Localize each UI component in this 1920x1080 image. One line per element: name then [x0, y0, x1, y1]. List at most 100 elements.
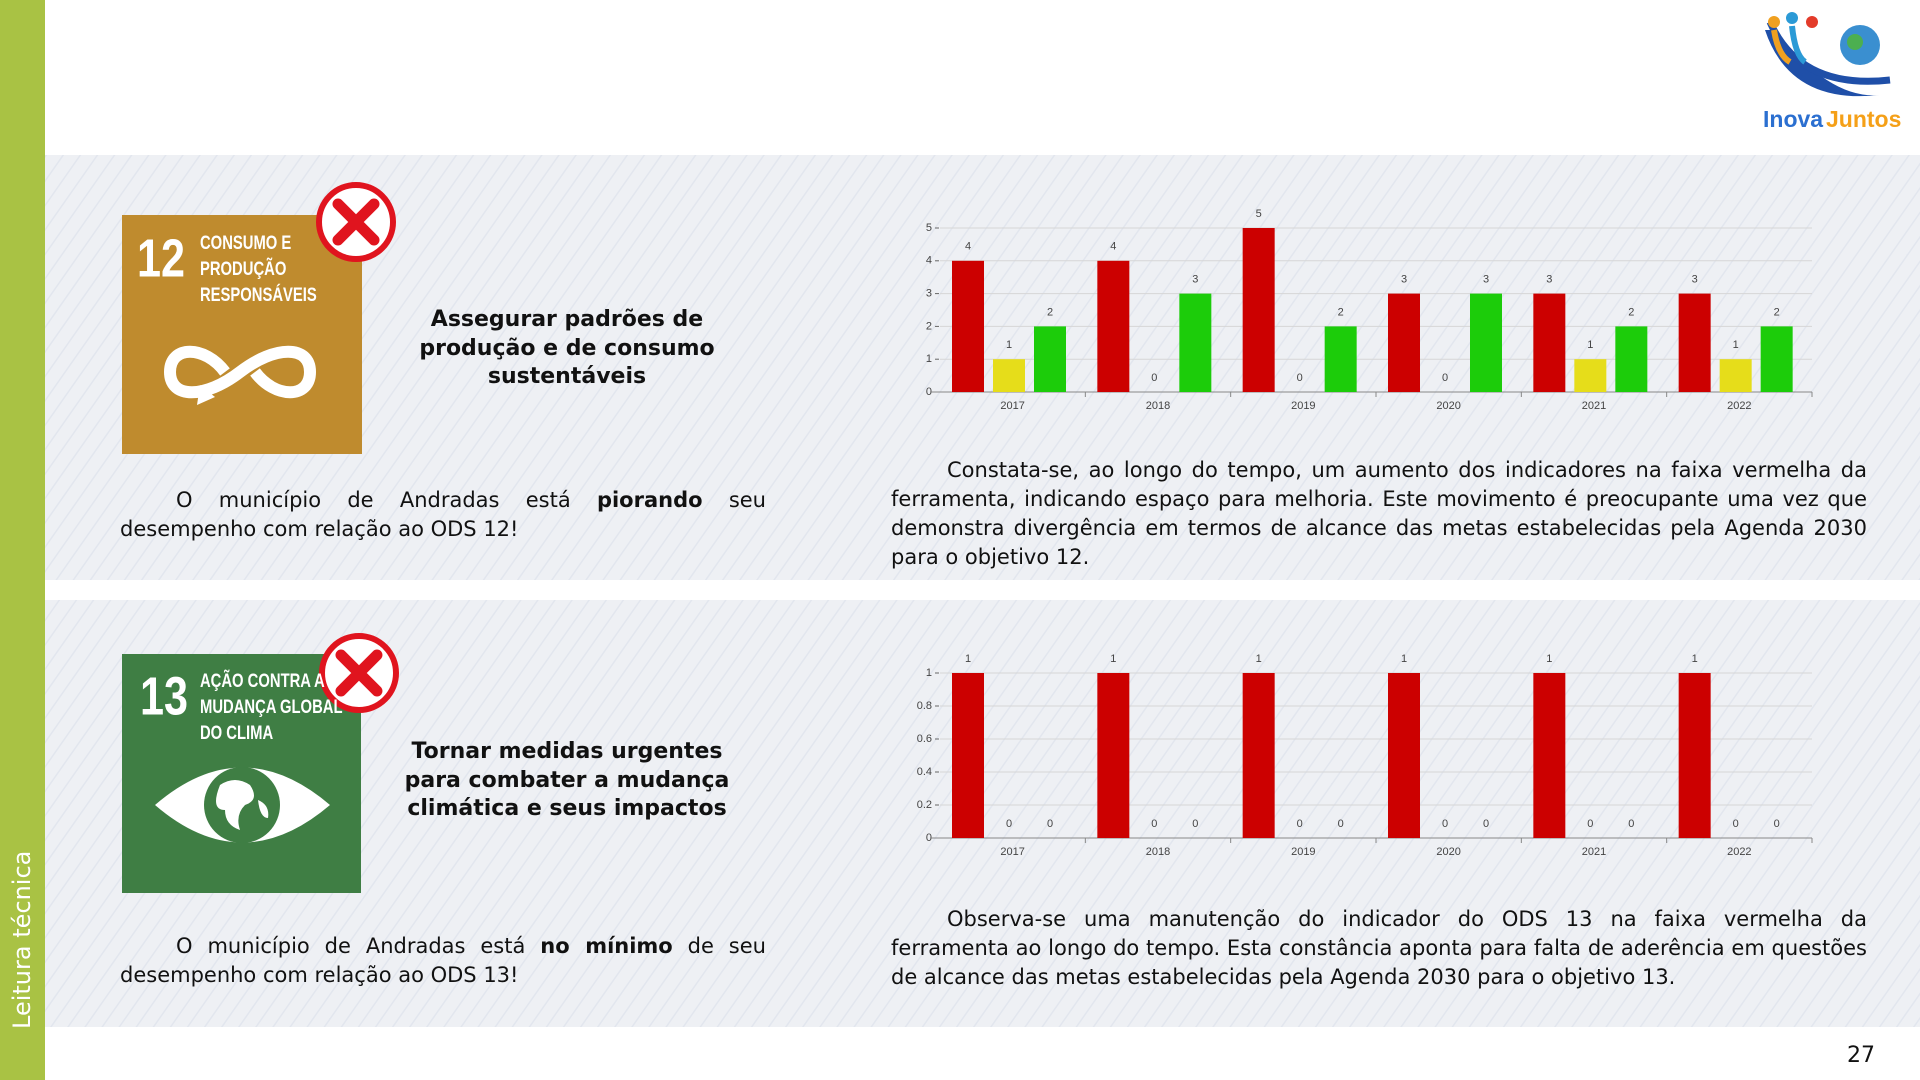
y-tick-label: 0.4 [917, 766, 932, 778]
data-label: 0 [1151, 372, 1157, 384]
status-text: O município de Andradas está piorando se… [120, 486, 766, 544]
heading-line: sustentáveis [487, 364, 647, 389]
emphasis: piorando [596, 488, 703, 512]
sdg-caption: PRODUÇÃO [200, 257, 286, 279]
data-label: 0 [1297, 372, 1303, 384]
data-label: 1 [1256, 653, 1262, 665]
data-label: 0 [1442, 818, 1448, 830]
bar [1615, 326, 1648, 392]
bar [1678, 293, 1711, 392]
x-tick-label: 2020 [1436, 846, 1460, 858]
data-label: 0 [1483, 818, 1489, 830]
status-badge [319, 633, 399, 713]
data-label: 5 [1256, 208, 1262, 220]
bar [1097, 673, 1130, 838]
sdg-caption: DO CLIMA [200, 722, 273, 743]
data-label: 0 [1006, 818, 1012, 830]
bar [993, 359, 1025, 392]
data-label: 0 [1338, 818, 1344, 830]
bar [1388, 293, 1420, 392]
y-tick-label: 0 [926, 832, 932, 844]
data-label: 0 [1774, 818, 1780, 830]
bar [1760, 326, 1793, 392]
data-label: 0 [1442, 372, 1448, 384]
sdg-icon: 13 [122, 654, 361, 893]
sdg-number: 12 [137, 228, 185, 288]
data-label: 0 [1587, 818, 1593, 830]
sdg-caption: CONSUMO E [200, 232, 291, 253]
y-tick-label: 0 [926, 386, 932, 398]
y-tick-label: 1 [926, 353, 932, 365]
x-tick-label: 2020 [1436, 400, 1460, 412]
heading-line: Assegurar padrões de [430, 307, 704, 332]
data-label: 1 [1006, 339, 1012, 351]
data-label: 1 [1401, 653, 1407, 665]
x-tick-label: 2018 [1146, 846, 1170, 858]
y-tick-label: 5 [926, 222, 932, 234]
data-label: 3 [1546, 274, 1552, 286]
y-tick-label: 0.2 [917, 799, 932, 811]
bar [1242, 673, 1275, 838]
data-label: 2 [1774, 306, 1780, 318]
data-label: 0 [1151, 818, 1157, 830]
sidebar-label: Leitura técnica [8, 851, 36, 1029]
heading-line: climática e seus impactos [407, 796, 727, 821]
data-label: 3 [1401, 274, 1407, 286]
description: Observa-se uma manutenção do indicador d… [891, 907, 1867, 989]
logo: Inova Juntos [1763, 12, 1901, 132]
chart: 0 1 2 3 4 5 2017 4 1 2 2018 4 0 3 2019 5 0 2 2020 3 0 3 2021 3 1… [926, 208, 1813, 412]
data-label: 1 [965, 653, 971, 665]
description: Constata-se, ao longo do tempo, um aumen… [891, 458, 1867, 569]
y-tick-label: 0.6 [917, 733, 932, 745]
x-tick-label: 2019 [1291, 400, 1315, 412]
y-tick-label: 4 [926, 255, 932, 267]
x-tick-label: 2019 [1291, 846, 1315, 858]
section-heading: Tornar medidas urgentes para combater a … [402, 738, 732, 824]
sdg-caption: AÇÃO CONTRA A [200, 669, 325, 691]
sdg-caption: RESPONSÁVEIS [200, 284, 317, 305]
data-label: 2 [1338, 306, 1344, 318]
data-label: 0 [1297, 818, 1303, 830]
x-tick-label: 2017 [1000, 846, 1024, 858]
bar [1470, 293, 1502, 392]
data-label: 0 [1047, 818, 1053, 830]
bar [1324, 326, 1357, 392]
data-label: 0 [1628, 818, 1634, 830]
x-tick-label: 2018 [1146, 400, 1170, 412]
x-tick-label: 2017 [1000, 400, 1024, 412]
logo-text: Juntos [1826, 106, 1901, 132]
bar [952, 260, 984, 392]
data-label: 1 [1110, 653, 1116, 665]
section-heading: Assegurar padrões de produção e de consu… [402, 306, 732, 392]
x-tick-label: 2022 [1727, 846, 1751, 858]
text: seu desempenho com relação ao ODS 12! [120, 488, 766, 541]
bar [1097, 260, 1130, 392]
bar [1678, 673, 1711, 838]
sidebar [0, 0, 45, 1080]
data-label: 2 [1628, 306, 1634, 318]
bar [1574, 359, 1607, 392]
y-tick-label: 0.8 [917, 700, 932, 712]
y-tick-label: 2 [926, 320, 932, 332]
heading-line: Tornar medidas urgentes [411, 739, 723, 764]
bar [1719, 359, 1752, 392]
bar [952, 673, 984, 838]
x-tick-label: 2022 [1727, 400, 1751, 412]
bar [1034, 326, 1066, 392]
sdg-number: 13 [140, 666, 188, 726]
bar [1533, 673, 1566, 838]
data-label: 4 [965, 241, 971, 253]
data-label: 0 [1733, 818, 1739, 830]
data-label: 3 [1483, 274, 1489, 286]
data-label: 1 [1733, 339, 1739, 351]
data-label: 1 [1692, 653, 1698, 665]
x-tick-label: 2021 [1582, 400, 1606, 412]
text: de seu desempenho com relação ao ODS 13! [120, 934, 766, 987]
data-label: 3 [1192, 274, 1198, 286]
bar [1242, 228, 1275, 392]
bar [1179, 293, 1212, 392]
sdg-icon: 12 [122, 215, 362, 454]
data-label: 3 [1692, 274, 1698, 286]
logo-text: Inova [1763, 106, 1823, 132]
data-label: 2 [1047, 306, 1053, 318]
